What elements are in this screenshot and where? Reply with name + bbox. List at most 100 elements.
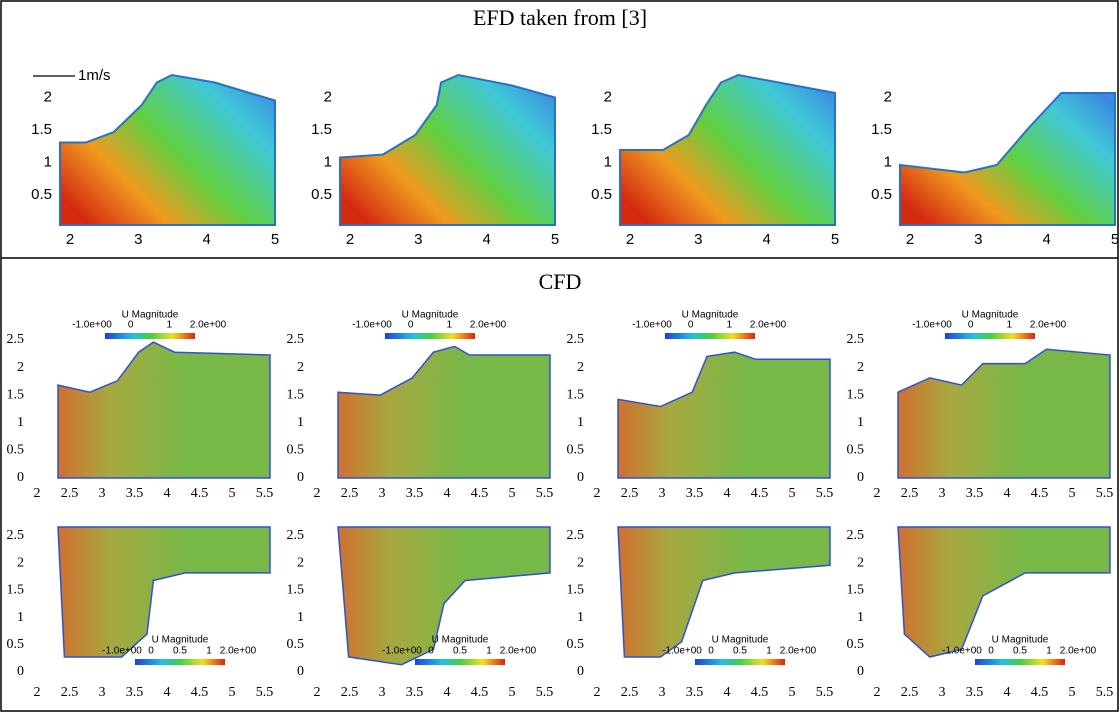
colorbar-label: 2.0e+00 — [190, 320, 227, 331]
x-tick-label: 2 — [314, 486, 321, 501]
y-tick-label: 1 — [17, 610, 24, 625]
colorbar-label: 2.0e+00 — [470, 320, 507, 331]
colorbar-label: -1.0e+00 — [102, 646, 142, 657]
y-tick-label: 2 — [577, 360, 584, 375]
colorbar-label: 0 — [408, 320, 414, 331]
colorbar-label: -1.0e+00 — [942, 646, 982, 657]
y-tick-label: 1.5 — [871, 121, 892, 138]
x-tick-label: 4.5 — [471, 685, 489, 700]
x-tick-label: 3.5 — [126, 486, 144, 501]
colorbar — [695, 659, 785, 665]
efd-field — [899, 92, 1116, 226]
colorbar-label: 0 — [968, 320, 974, 331]
colorbar-label: -1.0e+00 — [632, 320, 672, 331]
colorbar-label: 2.0e+00 — [500, 646, 537, 657]
y-tick-label: 0.5 — [287, 637, 305, 652]
colorbar-title: U Magnitude — [682, 310, 739, 321]
colorbar-label: 1 — [766, 646, 772, 657]
x-tick-label: 2 — [594, 685, 601, 700]
x-tick-label: 5 — [229, 685, 236, 700]
x-tick-label: 3 — [379, 486, 386, 501]
x-tick-label: 2 — [66, 231, 74, 248]
colorbar — [135, 659, 225, 665]
y-tick-label: 1 — [324, 153, 332, 170]
y-tick-label: 1 — [857, 415, 864, 430]
y-tick-label: 2.5 — [7, 528, 25, 543]
cfd-field — [337, 526, 551, 666]
colorbar-label: 1 — [727, 320, 733, 331]
x-tick-label: 4 — [762, 231, 770, 248]
colorbar-label: 0.5 — [733, 646, 747, 657]
x-tick-label: 4 — [164, 486, 171, 501]
x-tick-label: 3.5 — [686, 685, 704, 700]
y-tick-label: 1 — [297, 610, 304, 625]
y-tick-label: 1.5 — [847, 583, 865, 598]
x-tick-label: 2 — [594, 486, 601, 501]
colorbar-label: 1 — [447, 320, 453, 331]
cfd-field — [897, 348, 1111, 479]
colorbar-label: 2.0e+00 — [1060, 646, 1097, 657]
x-tick-label: 2 — [906, 231, 914, 248]
colorbar-label: 1 — [1046, 646, 1052, 657]
y-tick-label: 2 — [884, 88, 892, 105]
x-tick-label: 4.5 — [471, 486, 489, 501]
y-tick-label: 0 — [577, 664, 584, 679]
y-tick-label: 1.5 — [311, 121, 332, 138]
y-tick-label: 0 — [297, 664, 304, 679]
colorbar-label: -1.0e+00 — [662, 646, 702, 657]
colorbar-title: U Magnitude — [432, 635, 489, 646]
colorbar-title: U Magnitude — [122, 310, 179, 321]
y-tick-label: 2.5 — [287, 332, 305, 347]
y-tick-label: 1 — [17, 415, 24, 430]
y-tick-label: 0.5 — [847, 443, 865, 458]
colorbar — [975, 659, 1065, 665]
y-tick-label: 0.5 — [567, 443, 585, 458]
y-tick-label: 0 — [857, 470, 864, 485]
x-tick-label: 4.5 — [191, 486, 209, 501]
y-tick-label: 2 — [857, 555, 864, 570]
y-tick-label: 2 — [857, 360, 864, 375]
x-tick-label: 3.5 — [686, 486, 704, 501]
y-tick-label: 0 — [17, 664, 24, 679]
x-tick-label: 4 — [724, 486, 731, 501]
y-tick-label: 1 — [857, 610, 864, 625]
x-tick-label: 2.5 — [621, 486, 639, 501]
x-tick-label: 5 — [509, 486, 516, 501]
colorbar-label: -1.0e+00 — [382, 646, 422, 657]
x-tick-label: 3 — [134, 231, 142, 248]
colorbar-label: 0.5 — [173, 646, 187, 657]
y-tick-label: 1.5 — [287, 387, 305, 402]
cfd-field — [57, 526, 271, 658]
x-tick-label: 5.5 — [816, 685, 834, 700]
colorbar — [945, 333, 1035, 339]
x-tick-label: 2.5 — [61, 685, 79, 700]
x-tick-label: 2 — [874, 685, 881, 700]
colorbar-title: U Magnitude — [402, 310, 459, 321]
x-tick-label: 5.5 — [816, 486, 834, 501]
colorbar-label: 2.0e+00 — [220, 646, 257, 657]
y-tick-label: 1.5 — [847, 387, 865, 402]
colorbar — [105, 333, 195, 339]
colorbar-title: U Magnitude — [712, 635, 769, 646]
x-tick-label: 5 — [1111, 231, 1119, 248]
x-tick-label: 5.5 — [536, 486, 554, 501]
x-tick-label: 5 — [1069, 685, 1076, 700]
y-tick-label: 1.5 — [567, 387, 585, 402]
scale-label: 1m/s — [78, 67, 111, 84]
x-tick-label: 4 — [482, 231, 490, 248]
x-tick-label: 4.5 — [751, 685, 769, 700]
efd-field — [59, 73, 276, 226]
x-tick-label: 2.5 — [341, 486, 359, 501]
y-tick-label: 1 — [577, 610, 584, 625]
y-tick-label: 2 — [297, 555, 304, 570]
y-tick-label: 1 — [297, 415, 304, 430]
x-tick-label: 4.5 — [191, 685, 209, 700]
x-tick-label: 2 — [626, 231, 634, 248]
x-tick-label: 2.5 — [61, 486, 79, 501]
x-tick-label: 4 — [164, 685, 171, 700]
x-tick-label: 2 — [34, 685, 41, 700]
y-tick-label: 1 — [604, 153, 612, 170]
x-tick-label: 5 — [551, 231, 559, 248]
efd-title: EFD taken from [3] — [473, 5, 647, 30]
y-tick-label: 2 — [324, 88, 332, 105]
